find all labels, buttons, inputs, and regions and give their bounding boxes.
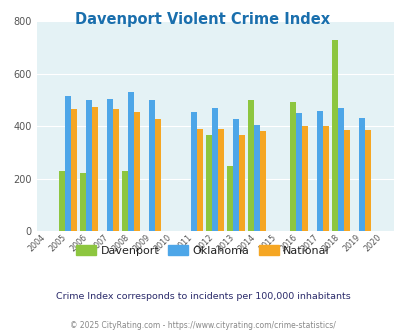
Bar	[337, 108, 343, 231]
Bar	[59, 171, 65, 231]
Bar	[71, 109, 77, 231]
Bar	[332, 40, 337, 231]
Bar	[322, 126, 328, 231]
Bar	[65, 96, 71, 231]
Bar	[358, 118, 364, 231]
Legend: Davenport, Oklahoma, National: Davenport, Oklahoma, National	[72, 240, 333, 260]
Bar	[217, 129, 224, 231]
Bar	[364, 130, 370, 231]
Bar	[122, 171, 128, 231]
Text: Davenport Violent Crime Index: Davenport Violent Crime Index	[75, 12, 330, 26]
Bar	[155, 119, 160, 231]
Bar	[290, 102, 296, 231]
Bar	[296, 113, 301, 231]
Bar	[343, 130, 349, 231]
Bar	[212, 108, 217, 231]
Bar	[248, 100, 254, 231]
Bar	[86, 100, 92, 231]
Bar	[128, 92, 134, 231]
Bar	[149, 100, 155, 231]
Bar	[260, 131, 265, 231]
Bar	[227, 166, 233, 231]
Bar	[80, 173, 86, 231]
Bar	[233, 119, 239, 231]
Bar	[107, 99, 113, 231]
Text: © 2025 CityRating.com - https://www.cityrating.com/crime-statistics/: © 2025 CityRating.com - https://www.city…	[70, 321, 335, 330]
Bar	[301, 126, 307, 231]
Bar	[92, 107, 98, 231]
Bar	[239, 135, 245, 231]
Bar	[206, 135, 212, 231]
Bar	[134, 112, 140, 231]
Bar	[254, 125, 260, 231]
Bar	[317, 111, 322, 231]
Text: Crime Index corresponds to incidents per 100,000 inhabitants: Crime Index corresponds to incidents per…	[55, 292, 350, 301]
Bar	[196, 129, 202, 231]
Bar	[191, 112, 196, 231]
Bar	[113, 109, 119, 231]
